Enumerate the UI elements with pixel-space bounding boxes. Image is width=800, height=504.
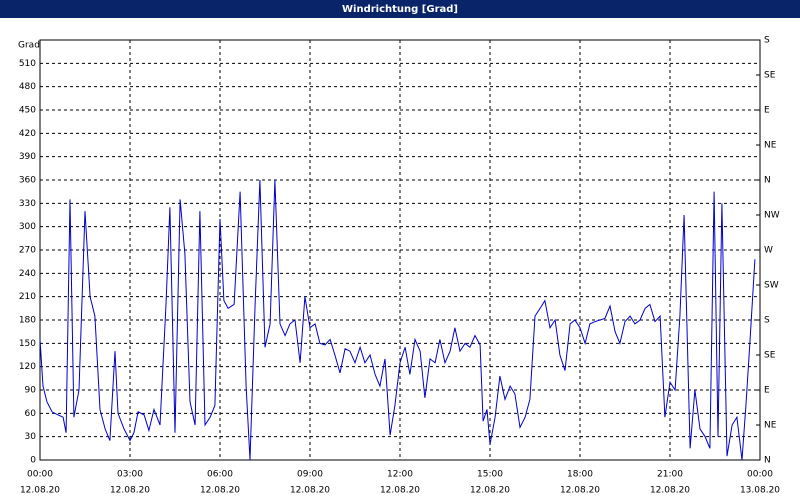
y-tick-label: 120 [19,362,36,372]
x-tick-label: 12:00 [387,470,413,480]
x-tick-date: 12.08.20 [290,486,330,496]
y-tick-label: 150 [19,339,36,349]
y2-tick-label: NE [764,141,777,151]
x-tick-date: 12.08.20 [20,486,60,496]
y2-tick-label: NE [764,421,777,431]
x-tick-date: 12.08.20 [650,486,690,496]
y2-tick-label: SE [764,71,776,81]
y-tick-label: 420 [19,129,36,139]
y2-tick-label: N [764,176,771,186]
y2-tick-label: SW [764,281,779,291]
x-tick-date: 12.08.20 [380,486,420,496]
y-tick-label: 30 [25,432,37,442]
y-tick-label: 300 [19,222,36,232]
y-tick-label: 390 [19,152,36,162]
y-tick-label: 360 [19,176,36,186]
x-tick-date: 12.08.20 [560,486,600,496]
y-tick-label: 510 [19,59,36,69]
x-tick-label: 00:00 [747,470,773,480]
y-tick-label: 90 [25,386,37,396]
x-tick-label: 03:00 [117,470,143,480]
x-tick-label: 15:00 [477,470,503,480]
y-tick-label: 480 [19,82,36,92]
x-tick-date: 12.08.20 [110,486,150,496]
y2-tick-label: E [764,386,770,396]
x-tick-label: 18:00 [567,470,593,480]
y2-tick-label: SE [764,351,776,361]
y-tick-label: 60 [25,409,37,419]
y-tick-label: 210 [19,292,36,302]
y2-tick-label: N [764,456,771,466]
y2-tick-label: E [764,106,770,116]
y-tick-label: 0 [30,456,36,466]
y-tick-label: 240 [19,269,36,279]
y-tick-label: 270 [19,246,36,256]
y-axis-label: Grad [18,41,40,51]
x-tick-label: 00:00 [27,470,53,480]
y2-tick-label: W [764,246,773,256]
title-bar [0,0,800,18]
x-tick-label: 21:00 [657,470,683,480]
x-tick-date: 12.08.20 [200,486,240,496]
y-tick-label: 330 [19,199,36,209]
x-tick-label: 09:00 [297,470,323,480]
y2-tick-label: S [764,36,770,46]
x-tick-date: 13.08.20 [740,486,780,496]
chart-title: Windrichtung [Grad] [342,4,458,15]
y-tick-label: 180 [19,316,36,326]
x-tick-label: 06:00 [207,470,233,480]
y2-tick-label: NW [764,211,780,221]
x-tick-date: 12.08.20 [470,486,510,496]
y-tick-label: 450 [19,106,36,116]
y2-tick-label: S [764,316,770,326]
data-line [39,179,756,461]
